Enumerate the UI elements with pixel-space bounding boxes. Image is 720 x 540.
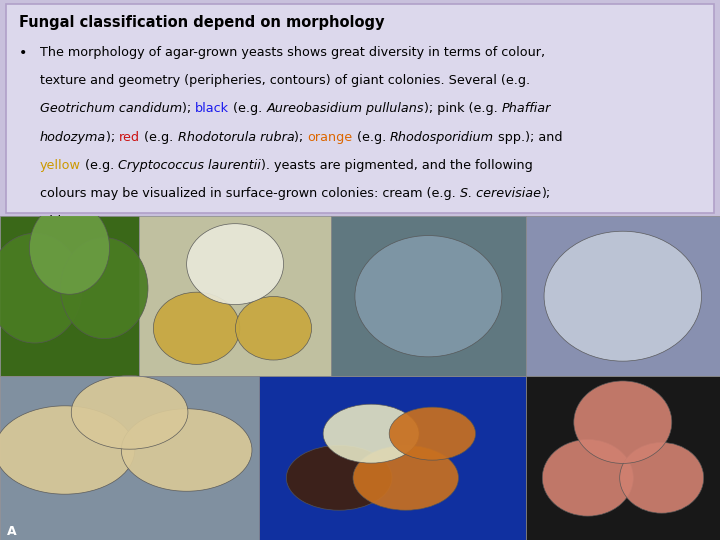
Bar <box>139 216 331 376</box>
Text: spp.); and: spp.); and <box>494 131 562 144</box>
Ellipse shape <box>574 381 672 463</box>
Bar <box>526 376 720 540</box>
Text: );: ); <box>541 187 550 200</box>
Text: (e.g.: (e.g. <box>353 131 390 144</box>
Text: Fungal classification depend on morphology: Fungal classification depend on morpholo… <box>19 15 384 30</box>
Text: ); pink (e.g.: ); pink (e.g. <box>424 102 502 115</box>
Ellipse shape <box>542 440 634 516</box>
Text: );: ); <box>106 131 120 144</box>
Text: orange: orange <box>307 131 353 144</box>
Ellipse shape <box>620 442 703 513</box>
Ellipse shape <box>544 231 701 361</box>
Bar <box>0 216 139 376</box>
Ellipse shape <box>186 224 284 305</box>
Text: );: ); <box>294 131 307 144</box>
Text: Cryptococcus laurentii: Cryptococcus laurentii <box>118 159 261 172</box>
Ellipse shape <box>121 409 252 491</box>
Text: ). yeasts are pigmented, and the following: ). yeasts are pigmented, and the followi… <box>261 159 532 172</box>
Text: Geotrichum candidum: Geotrichum candidum <box>40 102 182 115</box>
Text: S. cerevisiae: S. cerevisiae <box>459 187 541 200</box>
Text: Rhodotorula rubra: Rhodotorula rubra <box>178 131 294 144</box>
Ellipse shape <box>355 235 502 357</box>
Text: hodozyma: hodozyma <box>40 131 106 144</box>
Ellipse shape <box>0 406 135 494</box>
Text: texture and geometry (peripheries, contours) of giant colonies. Several (e.g.: texture and geometry (peripheries, conto… <box>40 74 530 87</box>
Text: red: red <box>120 131 140 144</box>
Ellipse shape <box>323 404 419 463</box>
Ellipse shape <box>153 292 240 365</box>
Text: black: black <box>195 102 229 115</box>
Text: A: A <box>7 525 17 538</box>
Text: The morphology of agar-grown yeasts shows great diversity in terms of colour,: The morphology of agar-grown yeasts show… <box>40 46 545 59</box>
Text: );: ); <box>182 102 195 115</box>
Bar <box>0 376 259 540</box>
Text: colours may be visualized in surface-grown colonies: cream (e.g.: colours may be visualized in surface-gro… <box>40 187 459 200</box>
Ellipse shape <box>60 238 148 339</box>
Bar <box>331 216 526 376</box>
Ellipse shape <box>287 446 392 510</box>
Ellipse shape <box>235 296 312 360</box>
Ellipse shape <box>353 446 459 510</box>
Bar <box>526 216 720 376</box>
Text: white: white <box>40 215 75 228</box>
Text: Aureobasidium pullulans: Aureobasidium pullulans <box>266 102 424 115</box>
Text: (e.g.: (e.g. <box>140 131 178 144</box>
Ellipse shape <box>30 202 109 294</box>
FancyBboxPatch shape <box>6 4 714 213</box>
Text: (e.g.: (e.g. <box>81 159 118 172</box>
Text: Phaffiar: Phaffiar <box>502 102 551 115</box>
Ellipse shape <box>0 233 82 343</box>
Ellipse shape <box>390 407 475 460</box>
Text: yellow: yellow <box>40 159 81 172</box>
Text: •: • <box>19 46 27 60</box>
Bar <box>259 376 526 540</box>
Text: (e.g.: (e.g. <box>229 102 266 115</box>
Text: Rhodosporidium: Rhodosporidium <box>390 131 494 144</box>
Ellipse shape <box>71 375 188 449</box>
